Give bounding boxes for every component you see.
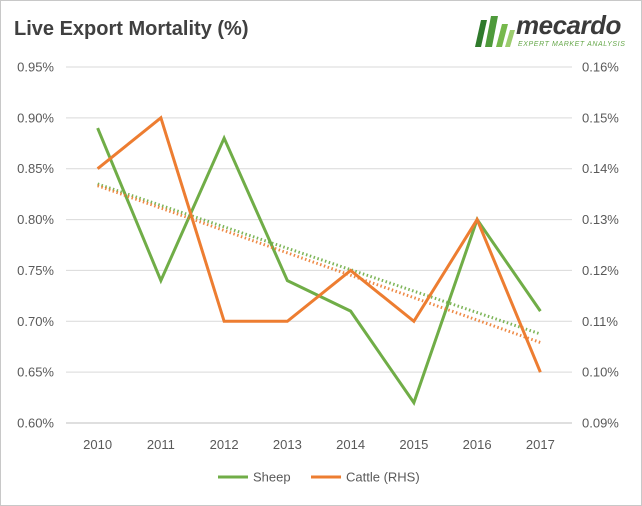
- y-left-tick-label: 0.70%: [17, 314, 54, 329]
- y-right-tick-label: 0.10%: [582, 365, 619, 380]
- mecardo-logo: mecardo EXPERT MARKET ANALYSIS: [472, 10, 632, 54]
- y-left-tick-label: 0.95%: [17, 60, 54, 75]
- y-right-tick-label: 0.16%: [582, 60, 619, 75]
- x-tick-label: 2014: [336, 437, 365, 452]
- y-left-tick-label: 0.65%: [17, 365, 54, 380]
- x-tick-label: 2010: [83, 437, 112, 452]
- legend-label: Sheep: [253, 470, 291, 485]
- series-line: [96, 127, 542, 406]
- trendline: [97, 182, 541, 336]
- y-left-tick-label: 0.80%: [17, 212, 54, 227]
- y-right-tick-label: 0.12%: [582, 263, 619, 278]
- logo-bars-icon: [475, 16, 515, 47]
- trendline: [97, 184, 541, 344]
- logo-tagline: EXPERT MARKET ANALYSIS: [518, 41, 626, 48]
- y-left-tick-label: 0.60%: [17, 416, 54, 431]
- x-tick-label: 2016: [463, 437, 492, 452]
- y-left-tick-label: 0.75%: [17, 263, 54, 278]
- x-tick-label: 2013: [273, 437, 302, 452]
- y-right-tick-label: 0.15%: [582, 110, 619, 125]
- series-line: [96, 115, 542, 373]
- logo-word: mecardo: [516, 10, 621, 40]
- legend-label: Cattle (RHS): [346, 470, 420, 485]
- y-left-tick-label: 0.85%: [17, 161, 54, 176]
- y-right-tick-label: 0.14%: [582, 161, 619, 176]
- y-right-tick-label: 0.09%: [582, 416, 619, 431]
- y-right-tick-label: 0.13%: [582, 212, 619, 227]
- chart-title: Live Export Mortality (%): [14, 18, 249, 40]
- y-right-tick-label: 0.11%: [582, 314, 618, 329]
- x-tick-label: 2011: [147, 437, 175, 452]
- x-tick-label: 2017: [526, 437, 555, 452]
- y-left-tick-label: 0.90%: [17, 110, 54, 125]
- x-tick-label: 2015: [399, 437, 428, 452]
- x-tick-label: 2012: [210, 437, 239, 452]
